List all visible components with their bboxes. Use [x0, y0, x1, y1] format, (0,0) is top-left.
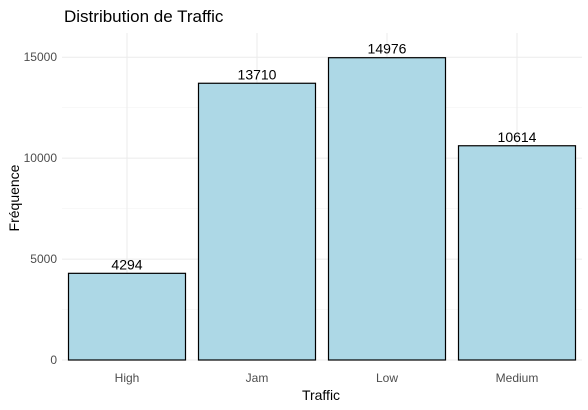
- data-label-medium: 10614: [498, 129, 537, 145]
- y-axis-ticks: 0 5000 10000 15000: [24, 50, 58, 367]
- data-labels: 4294 13710 14976 10614: [111, 41, 536, 273]
- y-tick-label: 0: [50, 353, 57, 367]
- bar-medium: [457, 145, 577, 361]
- chart-title: Distribution de Traffic: [64, 7, 224, 26]
- bar-low: [327, 57, 447, 361]
- y-tick-label: 15000: [24, 50, 58, 64]
- data-label-low: 14976: [368, 41, 407, 57]
- bars: [67, 57, 577, 361]
- x-axis-title: Traffic: [302, 387, 340, 403]
- x-tick-label: High: [115, 371, 140, 385]
- bar-high: [67, 272, 187, 361]
- y-axis-title: Fréquence: [6, 164, 22, 231]
- data-label-high: 4294: [111, 256, 142, 272]
- x-tick-label: Low: [376, 371, 398, 385]
- y-tick-label: 5000: [30, 252, 57, 266]
- x-axis-ticks: High Jam Low Medium: [115, 371, 539, 385]
- data-label-jam: 13710: [238, 66, 277, 82]
- bar-jam: [197, 82, 317, 361]
- x-tick-label: Medium: [496, 371, 539, 385]
- x-tick-label: Jam: [246, 371, 269, 385]
- y-tick-label: 10000: [24, 151, 58, 165]
